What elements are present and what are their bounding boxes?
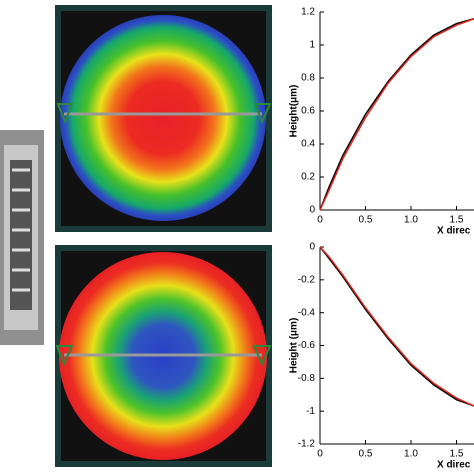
data-line xyxy=(319,18,474,211)
y-axis-label: Height(μm) xyxy=(289,85,300,138)
heatmap-top xyxy=(55,5,272,232)
y-tick-label: -0.8 xyxy=(298,373,316,384)
heatmap-bottom xyxy=(55,245,272,467)
y-tick-label: 1 xyxy=(309,40,315,51)
y-tick-label: -1 xyxy=(306,406,315,417)
x-tick-label: 0.5 xyxy=(359,449,373,460)
data-line xyxy=(319,246,474,407)
y-tick-label: -0.2 xyxy=(298,274,316,285)
data-line xyxy=(319,246,474,407)
x-tick-label: 1.0 xyxy=(404,449,418,460)
y-tick-label: 0.4 xyxy=(301,139,315,150)
data-line xyxy=(319,18,474,211)
chip-photo xyxy=(0,130,44,345)
y-tick-label: 0.6 xyxy=(301,106,315,117)
x-axis-label: X direc xyxy=(437,226,471,237)
y-tick-label: -0.6 xyxy=(298,340,316,351)
y-tick-label: -0.4 xyxy=(298,307,316,318)
x-tick-label: 1.0 xyxy=(404,215,418,226)
x-tick-label: 1.5 xyxy=(450,215,464,226)
y-axis-label: Height (μm) xyxy=(289,318,300,374)
x-tick-label: 0 xyxy=(317,215,323,226)
y-tick-label: 0 xyxy=(309,242,315,253)
y-tick-label: 0.2 xyxy=(301,172,315,183)
x-axis-label: X direc xyxy=(437,460,471,471)
x-tick-label: 0.5 xyxy=(359,215,373,226)
x-tick-label: 0 xyxy=(317,449,323,460)
y-tick-label: 0 xyxy=(309,205,315,216)
y-tick-label: 0.8 xyxy=(301,73,315,84)
y-tick-label: -1.2 xyxy=(298,439,316,450)
x-tick-label: 1.5 xyxy=(450,449,464,460)
y-tick-label: 1.2 xyxy=(301,7,315,18)
